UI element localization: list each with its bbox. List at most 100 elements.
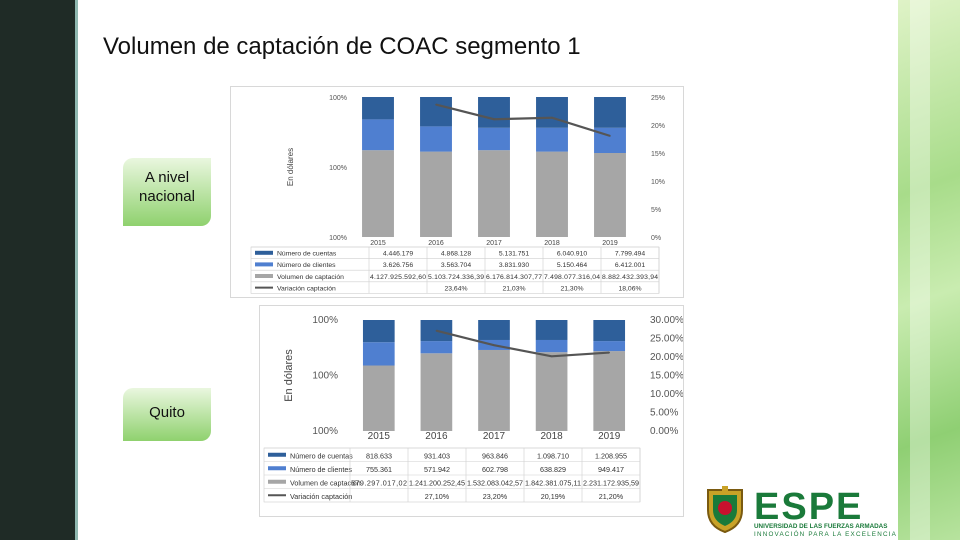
y2-tick-label: 30.00% bbox=[650, 315, 683, 326]
bar-segment bbox=[535, 320, 568, 340]
table-cell: 3.831.930 bbox=[499, 262, 529, 269]
y-tick-label: 100% bbox=[312, 315, 338, 326]
table-cell: 949.417 bbox=[598, 465, 624, 474]
chart-quito-frame: En dólares 100% 100% 100% 30.00% 25.00% 20.00%… bbox=[259, 305, 684, 517]
bar-segment bbox=[420, 151, 452, 237]
table-cell: 27,10% bbox=[425, 492, 450, 501]
bar-segment bbox=[478, 150, 510, 237]
espe-crest-logo bbox=[707, 486, 743, 534]
table-cell: 755.361 bbox=[366, 465, 392, 474]
x-tick-label: 2017 bbox=[483, 431, 506, 442]
bar-segment bbox=[362, 342, 395, 366]
variacion-point bbox=[435, 329, 438, 332]
chart-nacional: En dólares 100% 100% 100% 25% 20% 15% 10% 5% 0% 20… bbox=[250, 95, 665, 294]
variacion-line bbox=[436, 329, 610, 358]
x-tick-label: 2019 bbox=[602, 240, 618, 247]
y-tick-label: 100% bbox=[329, 95, 347, 102]
table-cell: 23,64% bbox=[444, 285, 467, 292]
legend-swatch bbox=[268, 479, 286, 484]
table-cell: 3.563.704 bbox=[441, 262, 471, 269]
y2-tick-label: 15.00% bbox=[650, 371, 683, 382]
legend-swatch bbox=[255, 274, 273, 278]
variacion-point bbox=[608, 351, 610, 354]
table-cell: 679.297.017,02 bbox=[351, 479, 407, 488]
tag-nacional: A nivel nacional bbox=[123, 158, 211, 226]
y2-tick-label: 25.00% bbox=[650, 334, 683, 345]
bar-segment bbox=[535, 352, 568, 431]
table-cell: 6.040.910 bbox=[557, 251, 587, 258]
variacion-point bbox=[551, 116, 553, 119]
y2-tick-label: 20% bbox=[651, 123, 665, 130]
table-cell: 571.942 bbox=[424, 465, 450, 474]
x-tick-label: 2016 bbox=[428, 240, 444, 247]
x-tick-label: 2015 bbox=[370, 240, 386, 247]
chart-nacional-frame: En dólares 100% 100% 100% 25% 20% 15% 10% 5% 0% 20… bbox=[230, 86, 684, 298]
table-cell: 638.829 bbox=[540, 465, 566, 474]
table-cell: 21,20% bbox=[599, 492, 624, 501]
table-cell: 7.498.077.316,04 bbox=[544, 274, 600, 281]
bar-segment bbox=[362, 150, 394, 237]
tag-quito-label: Quito bbox=[149, 404, 185, 421]
table-row-label: Volumen de captación bbox=[277, 274, 344, 281]
table-cell: 931.403 bbox=[424, 452, 450, 461]
table-row-label: Número de cuentas bbox=[290, 452, 353, 461]
table-cell: 4.446.179 bbox=[383, 251, 413, 258]
legend-swatch bbox=[255, 262, 273, 267]
table-cell: 21,30% bbox=[560, 285, 583, 292]
right-decor-highlight bbox=[910, 0, 930, 540]
bar-segment bbox=[593, 320, 626, 342]
legend-swatch bbox=[268, 466, 286, 471]
y2-tick-label: 20.00% bbox=[650, 352, 683, 363]
table-cell: 818.633 bbox=[366, 452, 392, 461]
variacion-point bbox=[550, 355, 553, 358]
y2-tick-label: 10.00% bbox=[650, 389, 683, 400]
y2-tick-label: 25% bbox=[651, 95, 665, 102]
legend-swatch bbox=[255, 250, 273, 255]
tag-nacional-label: A nivel nacional bbox=[139, 169, 195, 205]
table-cell: 1.098.710 bbox=[537, 452, 569, 461]
y-tick-label: 100% bbox=[329, 165, 347, 172]
y2-tick-label: 0.00% bbox=[650, 426, 678, 437]
table-row-label: Número de cuentas bbox=[277, 251, 337, 258]
slide-title: Volumen de captación de COAC segmento 1 bbox=[103, 33, 581, 60]
bar-segment bbox=[593, 351, 626, 431]
table-cell: 7.799.494 bbox=[615, 251, 645, 258]
y-tick-label: 100% bbox=[329, 235, 347, 242]
table-cell: 1.532.083.042,57 bbox=[467, 479, 523, 488]
bar-segment bbox=[594, 97, 626, 128]
table-cell: 602.798 bbox=[482, 465, 508, 474]
right-decor-panel bbox=[898, 0, 960, 540]
table-row-label: Variación captación bbox=[290, 492, 352, 501]
variacion-point bbox=[493, 344, 495, 346]
bar-segment bbox=[536, 151, 568, 237]
bar-segment bbox=[536, 97, 568, 128]
y-axis-label: En dólares bbox=[283, 349, 295, 402]
table-cell: 4.127.925.592,60 bbox=[370, 274, 426, 281]
bar-segment bbox=[362, 119, 394, 151]
chart-quito: En dólares 100% 100% 100% 30.00% 25.00% 20.00%… bbox=[263, 315, 684, 503]
table-cell: 2.231.172.935,59 bbox=[583, 479, 639, 488]
espe-name: ESPE bbox=[754, 486, 863, 528]
legend-swatch bbox=[268, 452, 286, 457]
x-tick-label: 2019 bbox=[598, 431, 621, 442]
espe-wordmark: ESPE UNIVERSIDAD DE LAS FUERZAS ARMADAS … bbox=[754, 486, 896, 537]
y2-tick-label: 5% bbox=[651, 207, 661, 214]
bar-segment bbox=[420, 126, 452, 152]
variacion-point bbox=[493, 118, 495, 121]
table-cell: 8.882.432.393,94 bbox=[602, 274, 658, 281]
y2-tick-label: 10% bbox=[651, 179, 665, 186]
bar-segment bbox=[536, 127, 568, 152]
bar-segment bbox=[420, 353, 453, 431]
table-cell: 5.103.724.336,39 bbox=[428, 274, 484, 281]
table-cell: 3.626.756 bbox=[383, 262, 413, 269]
table-cell: 4.868.128 bbox=[441, 251, 471, 258]
table-cell: 1.208.955 bbox=[595, 452, 627, 461]
table-cell: 5.150.464 bbox=[557, 262, 587, 269]
bar-segment bbox=[420, 341, 453, 354]
x-tick-label: 2015 bbox=[368, 431, 391, 442]
bar-segment bbox=[593, 341, 626, 352]
y-tick-label: 100% bbox=[312, 426, 338, 437]
x-tick-label: 2018 bbox=[544, 240, 560, 247]
bar-segment bbox=[420, 97, 452, 127]
bar-segment bbox=[478, 97, 510, 128]
